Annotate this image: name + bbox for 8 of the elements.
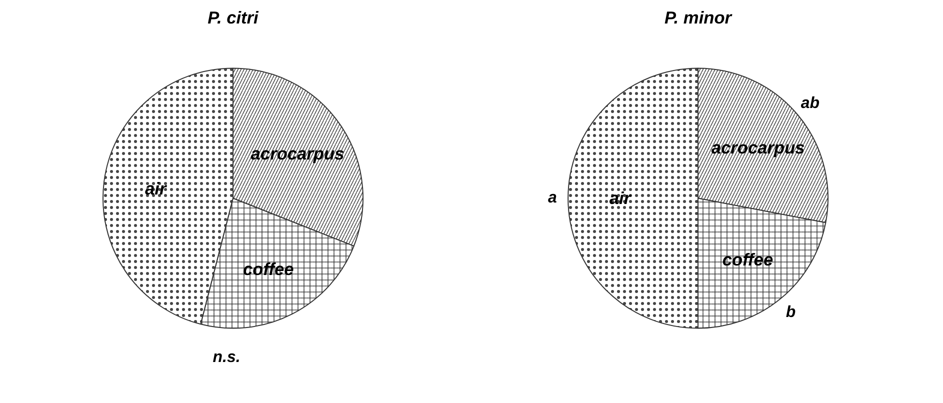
chart-title: P. citri	[208, 8, 260, 28]
slice-label: air	[145, 178, 168, 198]
text: ab	[800, 95, 820, 112]
text: n.s.	[212, 348, 240, 366]
chart-title: P. minor	[664, 8, 733, 28]
text: a	[548, 190, 557, 207]
text: b	[786, 304, 796, 322]
slice-label: air	[609, 188, 632, 208]
